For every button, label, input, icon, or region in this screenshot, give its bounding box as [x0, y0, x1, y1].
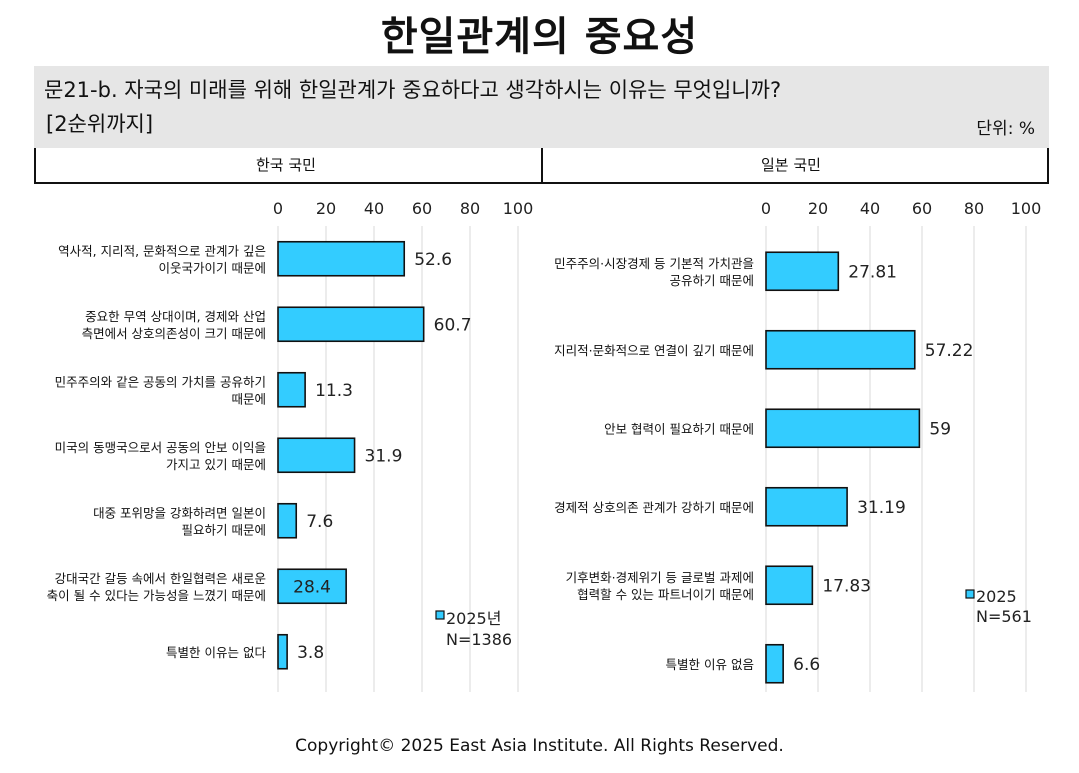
tick-label-korea-0: 0: [273, 199, 283, 218]
tick-label-korea-2: 40: [364, 199, 384, 218]
value-label-japan-4: 17.83: [822, 576, 871, 596]
legend-n-korea: N=1386: [446, 630, 512, 649]
tick-label-japan-3: 60: [912, 199, 932, 218]
value-label-korea-4: 7.6: [306, 512, 333, 532]
chart-title: 한일관계의 중요성: [380, 14, 699, 60]
category-label-korea-5: 강대국간 갈등 속에서 한일협력은 새로운 축이 될 수 있다는 가능성을 느꼈기…: [47, 571, 266, 603]
legend-label-japan: 2025: [976, 587, 1017, 606]
tick-label-korea-1: 20: [316, 199, 336, 218]
category-label-korea-0: 역사적, 지리적, 문화적으로 관계가 깊은 이웃국가이기 때문에: [58, 243, 266, 275]
tick-label-japan-2: 40: [860, 199, 880, 218]
question-text: 문21-b. 자국의 미래를 위해 한일관계가 중요하다고 생각하시는 이유는 …: [44, 78, 782, 102]
value-label-japan-2: 59: [929, 419, 951, 439]
category-label-japan-3: 경제적 상호의존 관계가 강하기 때문에: [554, 500, 754, 515]
category-label-japan-1: 지리적·문화적으로 연결이 깊기 때문에: [554, 343, 754, 358]
bar-japan-2: [765, 408, 921, 449]
category-label-korea-6: 특별한 이유는 없다: [166, 645, 266, 660]
category-label-japan-2: 안보 협력이 필요하기 때문에: [604, 421, 754, 436]
category-label-korea-2: 민주주의와 같은 공동의 가치를 공유하기 때문에: [55, 374, 266, 406]
tick-label-japan-1: 20: [808, 199, 828, 218]
value-label-korea-1: 60.7: [434, 315, 472, 335]
legend-label-korea: 2025년: [446, 609, 501, 628]
panel-label-korea: 한국 국민: [256, 156, 316, 174]
tick-label-japan-5: 100: [1011, 199, 1042, 218]
panel-label-japan: 일본 국민: [761, 156, 821, 174]
tick-label-japan-0: 0: [761, 199, 771, 218]
tick-label-korea-5: 100: [503, 199, 534, 218]
value-label-korea-3: 31.9: [365, 446, 403, 466]
question-rank-note: [2순위까지]: [46, 112, 154, 136]
bar-korea-6: [277, 633, 288, 670]
copyright-notice: Copyright© 2025 East Asia Institute. All…: [295, 736, 784, 756]
bar-korea-1: [277, 306, 425, 343]
category-label-korea-4: 대중 포위망을 강화하려면 일본이 필요하기 때문에: [93, 505, 266, 537]
legend-swatch-korea: [435, 610, 445, 620]
panel-divider: [541, 148, 543, 182]
value-label-japan-0: 27.81: [848, 262, 897, 282]
bar-korea-5: [277, 568, 347, 605]
value-label-japan-3: 31.19: [857, 498, 906, 518]
panel-header-bar: 한국 국민 일본 국민: [34, 148, 1049, 184]
tick-label-japan-4: 80: [964, 199, 984, 218]
bar-korea-3: [277, 437, 356, 474]
tick-label-korea-3: 60: [412, 199, 432, 218]
legend-n-japan: N=561: [976, 607, 1032, 626]
bar-japan-5: [765, 643, 784, 684]
category-label-korea-1: 중요한 무역 상대이며, 경제와 산업 측면에서 상호의존성이 크기 때문에: [82, 309, 266, 341]
bar-japan-3: [765, 486, 848, 527]
bar-japan-0: [765, 251, 840, 292]
value-label-korea-6: 3.8: [297, 643, 324, 663]
question-box: 문21-b. 자국의 미래를 위해 한일관계가 중요하다고 생각하시는 이유는 …: [34, 66, 1049, 148]
value-label-korea-2: 11.3: [315, 381, 353, 401]
bar-korea-4: [277, 502, 298, 539]
unit-label: 단위: %: [976, 119, 1035, 139]
legend-swatch-japan: [965, 589, 975, 599]
bar-japan-1: [765, 329, 916, 370]
value-label-korea-0: 52.6: [414, 250, 452, 270]
category-label-korea-3: 미국의 동맹국으로서 공동의 안보 이익을 가지고 있기 때문에: [55, 440, 266, 472]
bar-korea-0: [277, 240, 406, 277]
value-label-japan-1: 57.22: [925, 341, 974, 361]
value-label-korea-5: 28.4: [293, 577, 331, 597]
category-label-japan-5: 특별한 이유 없음: [666, 657, 754, 672]
tick-label-korea-4: 80: [460, 199, 480, 218]
category-label-japan-4: 기후변화·경제위기 등 글로벌 과제에 협력할 수 있는 파트너이기 때문에: [566, 570, 754, 602]
category-label-japan-0: 민주주의·시장경제 등 기본적 가치관을 공유하기 때문에: [554, 256, 754, 288]
value-label-japan-5: 6.6: [793, 655, 820, 675]
bar-japan-4: [765, 565, 814, 606]
bar-korea-2: [277, 371, 306, 408]
